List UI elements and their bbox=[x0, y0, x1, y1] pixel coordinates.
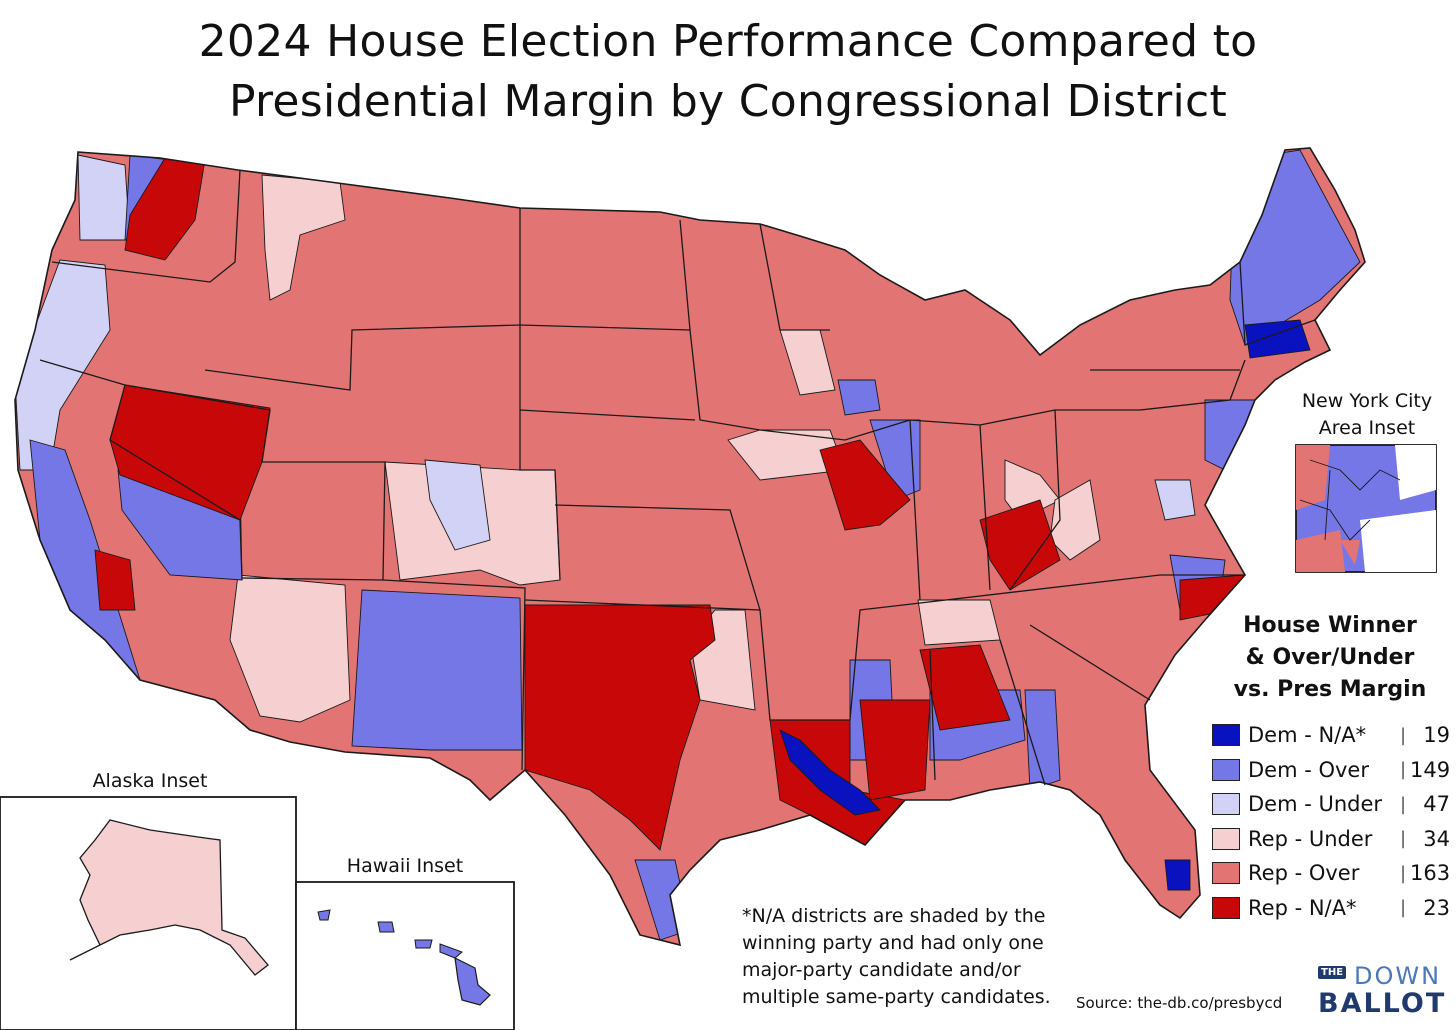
legend-title: House Winner & Over/Under vs. Pres Margi… bbox=[1210, 610, 1450, 706]
legend-item: Dem - Over | 149 bbox=[1212, 753, 1452, 788]
district-dem-under bbox=[1154, 479, 1196, 521]
logo-ballot: BALLOT bbox=[1318, 988, 1447, 1019]
title-line-1: 2024 House Election Performance Compared… bbox=[198, 16, 1258, 67]
legend-swatch bbox=[1212, 758, 1240, 781]
legend: Dem - N/A* | 19 Dem - Over | 149 Dem - U… bbox=[1212, 718, 1452, 925]
legend-item: Dem - N/A* | 19 bbox=[1212, 718, 1452, 753]
state-borders bbox=[39, 169, 1316, 786]
legend-label: Rep - Over bbox=[1248, 861, 1360, 886]
district-dem-under bbox=[424, 459, 491, 551]
legend-separator: | bbox=[1399, 828, 1407, 850]
legend-item: Rep - Under | 34 bbox=[1212, 822, 1452, 857]
us-outline bbox=[14, 147, 1366, 947]
legend-title-line-3: vs. Pres Margin bbox=[1233, 677, 1427, 702]
nyc-inset-label-line-2: Area Inset bbox=[1318, 417, 1416, 439]
logo-the: THE bbox=[1318, 966, 1347, 979]
hawaii-inset bbox=[295, 881, 515, 1030]
legend-item: Rep - N/A* | 23 bbox=[1212, 891, 1452, 926]
district-rep-na bbox=[524, 604, 716, 851]
legend-count: 23 bbox=[1423, 895, 1450, 920]
hawaii-inset-label: Hawaii Inset bbox=[346, 855, 464, 877]
district-dem-na bbox=[779, 729, 881, 816]
legend-swatch bbox=[1212, 862, 1240, 885]
legend-label: Rep - N/A* bbox=[1248, 895, 1357, 920]
legend-item: Rep - Over | 163 bbox=[1212, 856, 1452, 891]
district-rep-under bbox=[229, 574, 351, 723]
legend-title-line-2: & Over/Under bbox=[1245, 645, 1415, 670]
district-rep-na bbox=[919, 644, 1011, 731]
legend-separator: | bbox=[1399, 862, 1407, 884]
district-dem-over bbox=[1024, 689, 1061, 791]
nyc-inset-label-line-1: New York City bbox=[1301, 390, 1433, 412]
legend-swatch bbox=[1212, 793, 1240, 816]
district-rep-under bbox=[261, 174, 346, 301]
district-dem-over bbox=[837, 379, 881, 416]
footnote: *N/A districts are shaded by the winning… bbox=[742, 905, 1051, 1008]
district-rep-na bbox=[94, 549, 136, 611]
district-dem-under bbox=[77, 154, 131, 241]
district-rep-na bbox=[819, 439, 911, 531]
legend-swatch bbox=[1212, 724, 1240, 747]
legend-label: Dem - Under bbox=[1248, 792, 1383, 817]
legend-count: 149 bbox=[1410, 757, 1451, 782]
nyc-inset-label: New York City Area Inset bbox=[1292, 388, 1442, 442]
district-dem-over bbox=[351, 589, 523, 751]
legend-swatch bbox=[1212, 827, 1240, 850]
legend-label: Dem - N/A* bbox=[1248, 723, 1367, 748]
legend-separator: | bbox=[1399, 793, 1407, 815]
nyc-inset bbox=[1295, 444, 1437, 573]
legend-count: 47 bbox=[1423, 792, 1450, 817]
legend-label: Dem - Over bbox=[1248, 757, 1369, 782]
legend-item: Dem - Under | 47 bbox=[1212, 787, 1452, 822]
source-credit: Source: the-db.co/presbycd bbox=[1076, 994, 1283, 1012]
legend-label: Rep - Under bbox=[1248, 826, 1373, 851]
legend-count: 19 bbox=[1423, 723, 1450, 748]
district-dem-na bbox=[1244, 319, 1311, 359]
legend-separator: | bbox=[1399, 897, 1407, 919]
district-rep-under bbox=[917, 599, 1001, 646]
legend-separator: | bbox=[1399, 759, 1407, 781]
district-rep-na bbox=[859, 699, 931, 801]
legend-swatch bbox=[1212, 896, 1240, 919]
legend-count: 34 bbox=[1423, 826, 1450, 851]
legend-title-line-1: House Winner bbox=[1243, 613, 1417, 638]
district-dem-na bbox=[1164, 859, 1191, 891]
logo-down: DOWN bbox=[1354, 962, 1442, 990]
legend-separator: | bbox=[1399, 724, 1407, 746]
down-ballot-logo: THE DOWN BALLOT bbox=[1316, 962, 1446, 1022]
title-line-2: Presidential Margin by Congressional Dis… bbox=[228, 76, 1228, 127]
legend-count: 163 bbox=[1410, 861, 1451, 886]
page-title: 2024 House Election Performance Compared… bbox=[0, 12, 1456, 132]
alaska-inset-label: Alaska Inset bbox=[92, 770, 208, 792]
district-dem-under bbox=[15, 259, 111, 471]
alaska-inset bbox=[0, 796, 297, 1030]
district-dem-over bbox=[1204, 399, 1256, 471]
